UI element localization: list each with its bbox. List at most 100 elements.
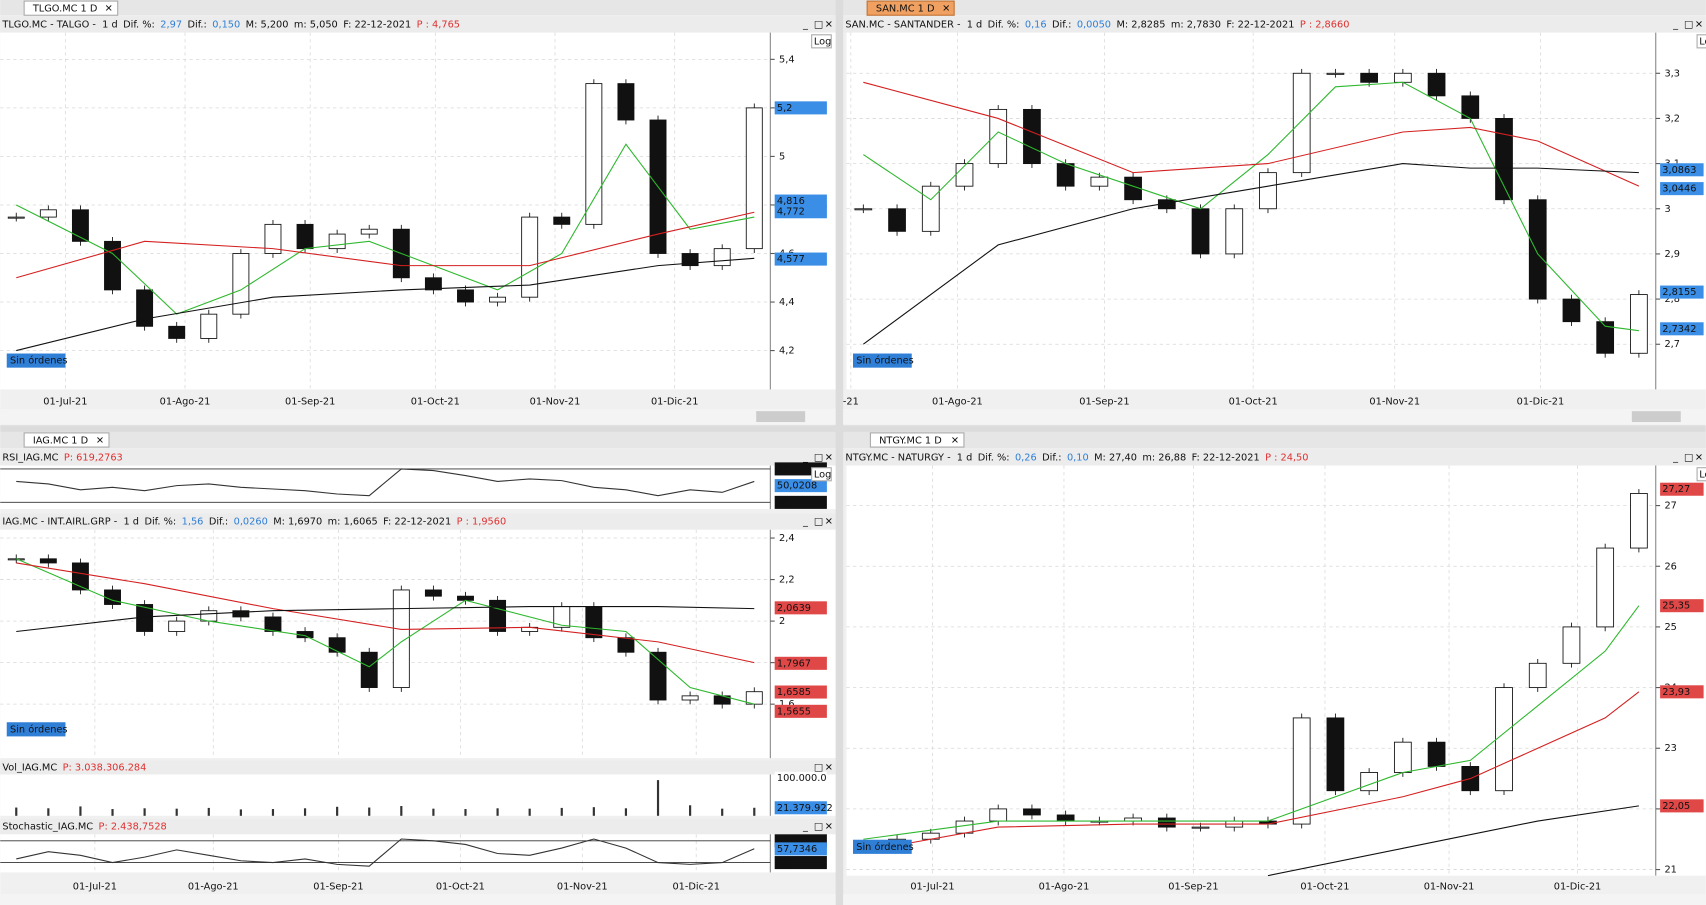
log-toggle[interactable] bbox=[811, 34, 832, 49]
price-badge bbox=[774, 842, 827, 856]
window-button[interactable]: _ bbox=[1672, 452, 1678, 463]
tab-label[interactable]: IAG.MC 1 D bbox=[33, 436, 88, 447]
plot-area bbox=[0, 774, 771, 816]
plot-area bbox=[846, 32, 1656, 390]
tab[interactable] bbox=[869, 432, 965, 448]
window-button[interactable]: □ bbox=[814, 19, 823, 30]
log-label[interactable]: Log bbox=[1699, 469, 1706, 480]
tab-close[interactable]: ✕ bbox=[105, 4, 113, 15]
candle bbox=[136, 289, 154, 327]
window-button[interactable]: ✕ bbox=[825, 517, 833, 528]
price-badge-label: 4,816 bbox=[777, 196, 805, 207]
price-badge bbox=[1660, 482, 1704, 496]
candle bbox=[1292, 72, 1311, 174]
candle bbox=[1427, 72, 1446, 97]
log-label[interactable]: Log bbox=[1699, 36, 1706, 47]
candle bbox=[1427, 741, 1446, 767]
x-tick-label: 01-Nov-21 bbox=[530, 396, 581, 407]
window-button[interactable]: ✕ bbox=[825, 822, 833, 833]
tab[interactable] bbox=[23, 0, 119, 16]
tab-close[interactable]: ✕ bbox=[951, 436, 959, 447]
header-field: 0,16 bbox=[1025, 19, 1047, 30]
header-field: Dif. %: bbox=[988, 19, 1020, 30]
window-button[interactable]: □ bbox=[814, 762, 823, 773]
volume-bar bbox=[111, 809, 114, 816]
window-button[interactable]: ✕ bbox=[825, 762, 833, 773]
header-field: Dif.: bbox=[187, 19, 206, 30]
scrollbar[interactable] bbox=[843, 408, 1706, 425]
candle bbox=[360, 651, 378, 688]
window-button[interactable]: ✕ bbox=[825, 19, 833, 30]
moving-average bbox=[16, 211, 755, 279]
candle bbox=[1596, 321, 1615, 354]
window-button[interactable]: □ bbox=[814, 517, 823, 528]
y-tick-label: 2,8 bbox=[1664, 294, 1680, 305]
scroll-thumb[interactable] bbox=[756, 411, 806, 423]
price-badge-label: 30 bbox=[777, 497, 789, 508]
log-toggle[interactable] bbox=[1696, 34, 1706, 49]
tab-label[interactable]: TLGO.MC 1 D bbox=[32, 4, 98, 15]
candle bbox=[360, 228, 378, 235]
scroll-thumb[interactable] bbox=[1631, 411, 1681, 423]
window-button[interactable]: □ bbox=[1684, 19, 1693, 30]
x-tick-label: 01-Nov-21 bbox=[1369, 396, 1420, 407]
header-field: IAG.MC - INT.AIRL.GRP - 1 d bbox=[2, 517, 139, 528]
tab-close[interactable]: ✕ bbox=[942, 4, 950, 15]
candle bbox=[1090, 176, 1109, 187]
header-field: m: 5,050 bbox=[294, 19, 338, 30]
candle bbox=[713, 248, 731, 267]
scrollbar[interactable] bbox=[0, 408, 836, 425]
header-field: P : 24,50 bbox=[1265, 452, 1308, 463]
tab-close[interactable]: ✕ bbox=[96, 436, 104, 447]
window-button[interactable]: _ bbox=[802, 452, 808, 463]
tab[interactable] bbox=[866, 0, 955, 16]
price-badge bbox=[774, 704, 827, 718]
y-tick-label: 3,2 bbox=[1664, 113, 1680, 124]
window-button[interactable]: □ bbox=[1684, 452, 1693, 463]
x-tick-label: 01-Jul-21 bbox=[43, 396, 87, 407]
y-tick-label: 2,9 bbox=[1664, 249, 1680, 260]
window-button[interactable]: ✕ bbox=[825, 452, 833, 463]
panel-title: RSI_IAG.MC P: 619,2763 bbox=[2, 452, 122, 463]
x-tick-label: 01-Nov-21 bbox=[1424, 882, 1475, 893]
x-tick-label: 01-Jul-21 bbox=[73, 882, 117, 893]
log-label[interactable]: Log bbox=[814, 469, 831, 480]
window-button[interactable]: □ bbox=[814, 822, 823, 833]
scrollbar[interactable] bbox=[843, 894, 1706, 905]
panel-header bbox=[0, 760, 836, 775]
log-label[interactable]: Log bbox=[814, 36, 831, 47]
log-toggle[interactable] bbox=[811, 467, 832, 482]
window-button[interactable]: ✕ bbox=[1695, 452, 1703, 463]
header-field: 0,26 bbox=[1015, 452, 1037, 463]
price-badge-label: 27,27 bbox=[1662, 484, 1690, 495]
candle bbox=[1393, 741, 1412, 773]
plot-area bbox=[0, 834, 771, 873]
tab[interactable] bbox=[23, 432, 110, 448]
candle bbox=[521, 216, 539, 298]
y-tick-label: 23 bbox=[1664, 743, 1676, 754]
volume-bar bbox=[143, 808, 146, 816]
y-tick-label: 21 bbox=[1664, 865, 1676, 876]
candle bbox=[617, 637, 635, 653]
candle bbox=[649, 651, 667, 701]
header-field: NTGY.MC - NATURGY - 1 d bbox=[845, 452, 972, 463]
candle bbox=[71, 562, 89, 591]
tab-label[interactable]: SAN.MC 1 D bbox=[876, 4, 935, 15]
window-button[interactable]: _ bbox=[1672, 19, 1678, 30]
window-button[interactable]: _ bbox=[802, 762, 808, 773]
tab-label[interactable]: NTGY.MC 1 D bbox=[879, 436, 942, 447]
moving-average bbox=[863, 81, 1640, 187]
window-button[interactable]: _ bbox=[802, 19, 808, 30]
y-tick-label: 26 bbox=[1664, 561, 1676, 572]
window-button[interactable]: □ bbox=[814, 452, 823, 463]
price-badge bbox=[774, 685, 827, 699]
orders-badge bbox=[853, 839, 912, 854]
window-button[interactable]: _ bbox=[802, 822, 808, 833]
volume-bar bbox=[207, 807, 210, 816]
scrollbar[interactable] bbox=[0, 894, 836, 905]
window-button[interactable]: _ bbox=[802, 517, 808, 528]
window-button[interactable]: ✕ bbox=[1695, 19, 1703, 30]
candle bbox=[1393, 72, 1412, 83]
candle bbox=[1259, 172, 1277, 210]
log-toggle[interactable] bbox=[1696, 467, 1706, 482]
